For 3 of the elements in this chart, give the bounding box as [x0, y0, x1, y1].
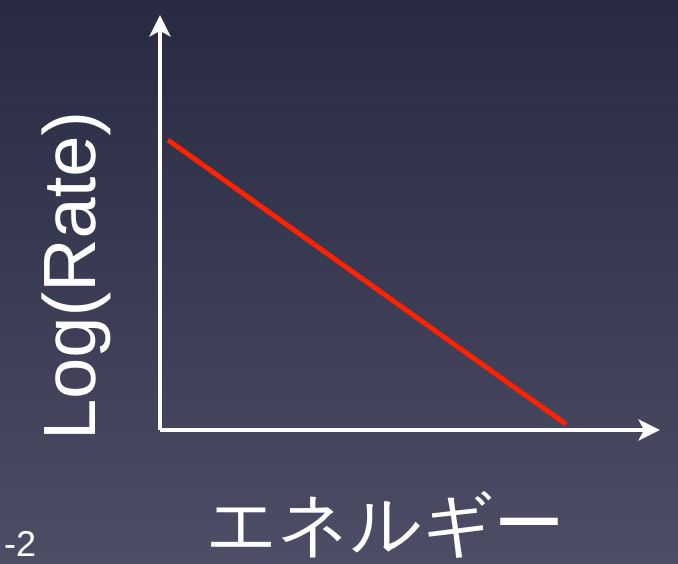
x-axis-title: エネルギー [206, 485, 564, 563]
y-axis-title: Log(Rate) [28, 110, 111, 440]
text: -2 [4, 523, 36, 564]
